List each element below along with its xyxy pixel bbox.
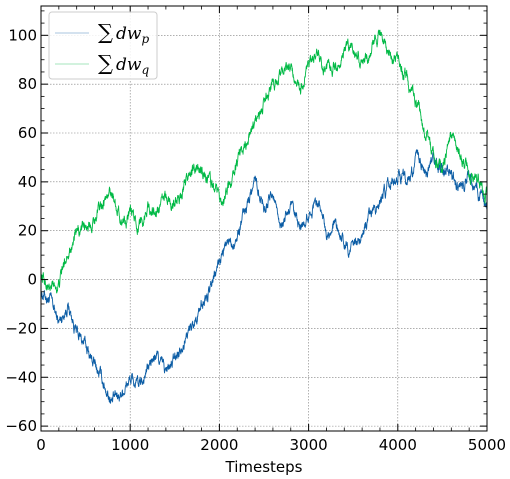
y-tick-label: 40 bbox=[18, 173, 37, 191]
series-layer bbox=[40, 29, 488, 404]
axis-ticks bbox=[40, 6, 488, 431]
y-tick-label: −60 bbox=[5, 417, 37, 435]
x-tick-label: 3000 bbox=[290, 436, 328, 454]
y-tick-label: −40 bbox=[5, 368, 37, 386]
x-tick-label: 5000 bbox=[468, 436, 506, 454]
y-tick-label: 60 bbox=[18, 124, 37, 142]
y-tick-label: −20 bbox=[5, 319, 37, 337]
y-tick-label: 0 bbox=[27, 271, 37, 289]
y-tick-label: 20 bbox=[18, 222, 37, 240]
x-tick-label: 4000 bbox=[379, 436, 417, 454]
series-line-dwq bbox=[40, 29, 488, 294]
x-tick-label: 0 bbox=[36, 436, 46, 454]
legend-box bbox=[48, 11, 158, 80]
x-axis-label: Timesteps bbox=[225, 458, 303, 476]
x-tick-label: 2000 bbox=[200, 436, 238, 454]
y-tick-label: 100 bbox=[8, 26, 37, 44]
legend-label: ∑ dwp bbox=[98, 20, 149, 46]
y-tick-label: 80 bbox=[18, 75, 37, 93]
tick-labels: 0 1000 2000 3000 4000 5000 −60 −40 −20 0 20 40 60 80 1… bbox=[5, 26, 506, 454]
x-tick-label: 1000 bbox=[111, 436, 149, 454]
legend: ∑ dwp ∑ dwq bbox=[48, 11, 158, 80]
legend-label: ∑ dwq bbox=[98, 51, 149, 77]
series-line-dwp bbox=[40, 149, 488, 404]
grid-lines bbox=[41, 6, 487, 431]
